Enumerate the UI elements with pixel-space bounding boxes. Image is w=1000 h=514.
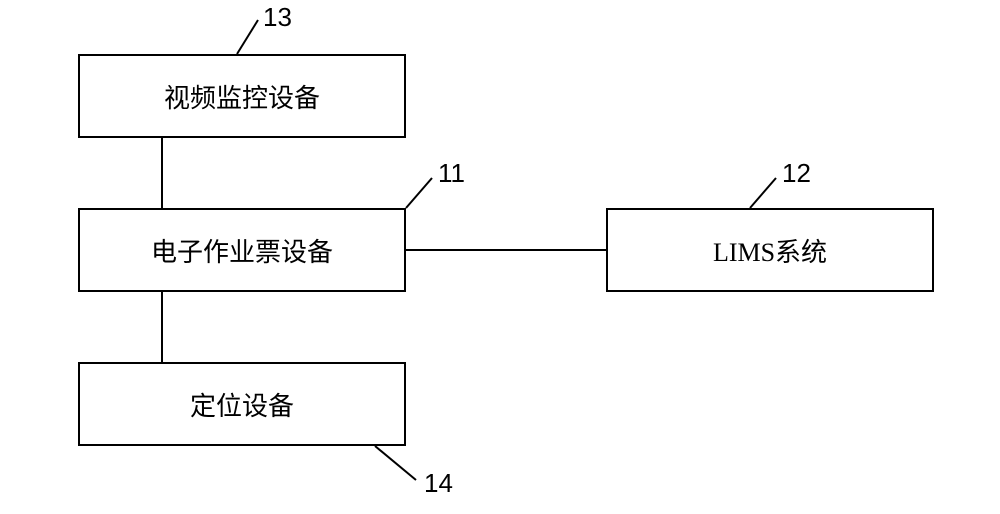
ref-label-13: 13 (263, 2, 292, 33)
leader-14 (375, 446, 416, 480)
node-label: 电子作业票设备 (151, 232, 333, 269)
leader-12 (750, 178, 776, 208)
node-lims-system: LIMS系统 (606, 208, 934, 292)
edge-11-14 (161, 292, 163, 362)
node-label: 视频监控设备 (164, 78, 320, 115)
leader-13 (237, 20, 258, 54)
node-video-monitor: 视频监控设备 (78, 54, 406, 138)
edge-13-11 (161, 138, 163, 208)
ref-label-11: 11 (438, 158, 465, 189)
diagram-container: 视频监控设备 电子作业票设备 LIMS系统 定位设备 13 11 12 14 (0, 0, 1000, 514)
node-label: LIMS系统 (713, 232, 827, 269)
node-positioning: 定位设备 (78, 362, 406, 446)
edge-11-12 (406, 249, 606, 251)
ref-label-14: 14 (424, 468, 453, 499)
node-label: 定位设备 (190, 386, 294, 423)
leader-11 (406, 178, 432, 208)
ref-label-12: 12 (782, 158, 811, 189)
node-electronic-ticket: 电子作业票设备 (78, 208, 406, 292)
